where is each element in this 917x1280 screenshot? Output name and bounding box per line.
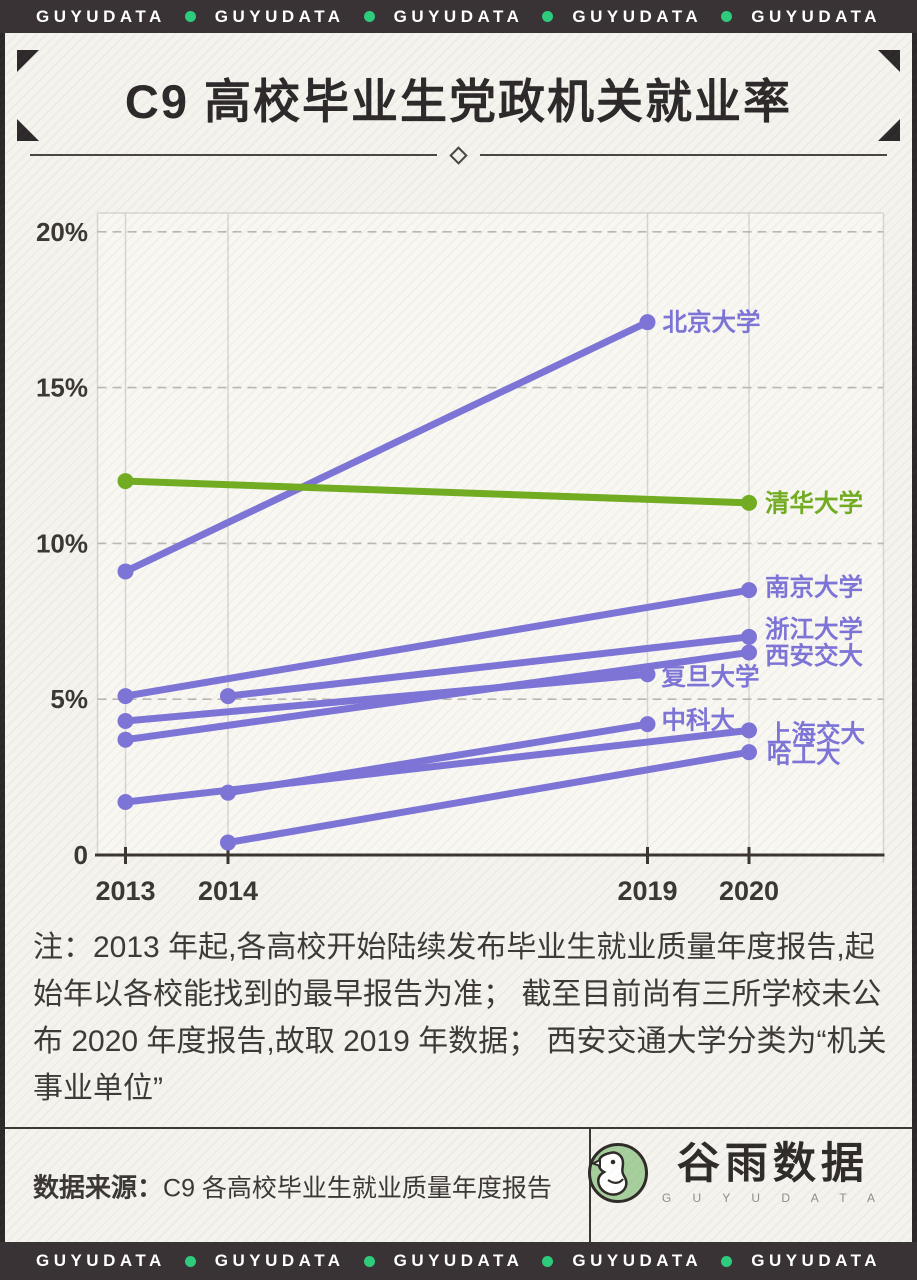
series-point — [639, 666, 656, 683]
series-label: 北京大学 — [663, 308, 761, 337]
x-tick-label-2013: 2013 — [95, 876, 155, 906]
banner-brand-text: GUYUDATA — [393, 6, 524, 26]
footer-divider — [589, 1129, 591, 1242]
series-复旦大学: 复旦大学 — [117, 662, 760, 730]
y-tick-label-10: 10% — [36, 528, 88, 558]
divider-rule-left — [30, 154, 437, 156]
series-point — [220, 834, 236, 851]
series-point — [220, 688, 236, 705]
top-banner: GUYUDATA GUYUDATA GUYUDATA GUYUDATA GUYUDATA — [0, 0, 917, 33]
series-上海交大: 上海交大 — [117, 719, 865, 811]
series-point — [117, 731, 134, 748]
series-point — [117, 713, 134, 730]
banner-dot-icon — [363, 11, 375, 22]
series-point — [741, 628, 757, 645]
series-point — [741, 644, 757, 661]
series-point — [639, 716, 656, 733]
y-tick-label-20: 20% — [36, 217, 88, 247]
series-哈工大: 哈工大 — [220, 741, 841, 851]
series-point — [741, 494, 757, 511]
series-line — [122, 726, 753, 806]
banner-dot-icon — [184, 11, 196, 22]
page-title: C9 高校毕业生党政机关就业率 — [124, 75, 793, 128]
series-浙江大学: 浙江大学 — [220, 614, 863, 705]
banner-brand-text: GUYUDATA — [35, 6, 166, 26]
series-line — [122, 670, 651, 725]
data-source-label: 数据来源： — [33, 1172, 164, 1202]
series-point — [117, 688, 134, 705]
series-label: 复旦大学 — [661, 662, 760, 691]
series-line — [122, 477, 753, 507]
y-tick-label-15: 15% — [36, 373, 88, 403]
banner-brand-text: GUYUDATA — [751, 1251, 882, 1270]
footnote: 注：2013 年起,各高校开始陆续发布毕业生就业质量年度报告,起始年以各校能找到… — [33, 931, 887, 1105]
series-北京大学: 北京大学 — [117, 308, 761, 580]
x-tick-label-2019: 2019 — [617, 876, 677, 906]
footer: 数据来源：C9 各高校毕业生就业质量年度报告 谷雨数据 G U Y U D A … — [5, 1127, 912, 1242]
data-source: 数据来源：C9 各高校毕业生就业质量年度报告 — [33, 1167, 552, 1204]
series-point — [741, 744, 757, 761]
series-point — [639, 314, 656, 331]
series-label: 哈工大 — [767, 741, 841, 769]
banner-dot-icon — [542, 11, 554, 22]
series-point — [117, 473, 134, 490]
series-point — [117, 563, 134, 580]
series-point — [117, 794, 134, 811]
series-label: 南京大学 — [765, 573, 863, 602]
series-南京大学: 南京大学 — [117, 573, 863, 705]
guyu-logo: 谷雨数据 G U Y U D A T A — [586, 1141, 884, 1205]
series-label: 浙江大学 — [765, 614, 863, 643]
series-line — [122, 586, 753, 700]
divider-rule-right — [480, 154, 887, 156]
guyu-bird-logo-icon — [587, 1143, 648, 1204]
banner-brand-text: GUYUDATA — [214, 6, 345, 26]
banner-brand-text: GUYUDATA — [572, 1251, 703, 1270]
banner-brand-text: GUYUDATA — [572, 6, 703, 26]
series-point — [741, 722, 757, 739]
banner-dot-icon — [184, 1255, 196, 1267]
x-tick-label-2014: 2014 — [198, 876, 258, 906]
x-tick-label-2020: 2020 — [719, 876, 779, 906]
y-tick-label-5: 5% — [50, 684, 88, 714]
bottom-banner: GUYUDATA GUYUDATA GUYUDATA GUYUDATA GUYUDATA — [0, 1242, 917, 1280]
banner-brand-text: GUYUDATA — [393, 1251, 524, 1270]
diamond-icon — [449, 145, 468, 165]
series-label: 清华大学 — [765, 488, 863, 517]
y-tick-label-0: 0 — [74, 840, 88, 870]
guyu-logo-cn: 谷雨数据 — [676, 1141, 869, 1188]
series-清华大学: 清华大学 — [117, 473, 863, 517]
title-divider — [30, 145, 887, 165]
series-label: 上海交大 — [767, 719, 865, 748]
banner-dot-icon — [721, 11, 733, 22]
guyu-logo-text: 谷雨数据 G U Y U D A T A — [662, 1141, 884, 1205]
banner-dot-icon — [721, 1255, 733, 1267]
series-label: 西安交大 — [765, 641, 863, 670]
banner-dot-icon — [363, 1255, 375, 1267]
banner-brand-text: GUYUDATA — [214, 1251, 345, 1270]
series-line — [122, 318, 651, 575]
banner-dot-icon — [542, 1255, 554, 1267]
banner-brand-text: GUYUDATA — [751, 6, 882, 26]
guyu-logo-en: G U Y U D A T A — [661, 1191, 884, 1206]
banner-brand-text: GUYUDATA — [35, 1251, 166, 1270]
series-line — [224, 633, 753, 700]
series-line — [224, 748, 753, 847]
series-point — [741, 582, 757, 599]
data-source-text: C9 各高校毕业生就业质量年度报告 — [163, 1174, 552, 1202]
